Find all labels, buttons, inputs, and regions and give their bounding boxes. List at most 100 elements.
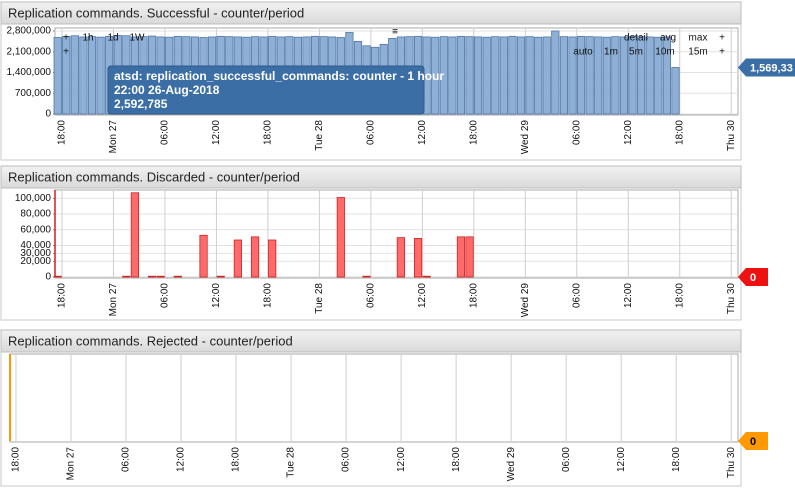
bar [637, 36, 646, 115]
x-tick-label: Thu 30 [726, 283, 737, 315]
toolbar-button[interactable]: 15m [688, 47, 707, 58]
x-tick-label: 18:00 [263, 120, 274, 145]
value-badge [738, 268, 768, 286]
toolbar-button[interactable]: + [719, 33, 725, 44]
bar [173, 275, 182, 278]
x-tick-label: 06:00 [366, 283, 377, 308]
x-tick-label: 12:00 [616, 447, 627, 472]
toolbar-button[interactable]: ≡ [392, 27, 398, 38]
bar [448, 36, 457, 115]
toolbar-button[interactable]: + [719, 47, 725, 58]
bar [362, 275, 371, 278]
y-tick-label: 100,000 [15, 193, 52, 204]
bar [525, 36, 534, 115]
bar [62, 35, 71, 115]
x-tick-label: Wed 29 [520, 120, 531, 155]
bar [216, 275, 225, 278]
x-tick-label: Wed 29 [520, 283, 531, 318]
x-tick-label: 06:00 [366, 120, 377, 145]
value-badge [738, 432, 768, 450]
y-tick-label: 30,000 [20, 248, 51, 259]
toolbar-button[interactable]: max [689, 33, 708, 44]
badge-label: 0 [750, 272, 756, 284]
bar [602, 36, 611, 115]
bar [645, 36, 654, 115]
bar [619, 36, 629, 115]
bar [396, 237, 405, 278]
y-tick-label: 80,000 [20, 209, 51, 220]
bar [79, 36, 88, 115]
toolbar-button[interactable]: + [63, 47, 69, 58]
x-tick-label: 06:00 [160, 120, 171, 145]
x-tick-label: 18:00 [468, 283, 479, 308]
bar [482, 36, 491, 115]
bar [465, 36, 474, 115]
bar [491, 36, 500, 115]
panel-header [0, 1, 742, 25]
bar [53, 37, 62, 115]
panel-header [0, 329, 742, 353]
toolbar-button[interactable]: 1h [82, 33, 93, 44]
bar [551, 30, 560, 115]
x-tick-label: 12:00 [176, 447, 187, 472]
bar [542, 36, 551, 115]
bar [534, 36, 543, 115]
tooltip-line: atsd: replication_successful_commands: c… [114, 69, 444, 83]
bar [628, 35, 637, 115]
panel-title: Replication commands. Successful - count… [8, 5, 304, 20]
y-tick-label: 700,000 [15, 88, 52, 99]
bar [474, 36, 483, 115]
panel-title: Replication commands. Discarded - counte… [8, 169, 300, 184]
bar [199, 234, 208, 278]
bar [671, 67, 680, 115]
x-tick-label: 18:00 [263, 283, 274, 308]
x-tick-label: 06:00 [571, 283, 582, 308]
y-tick-label: 1,400,000 [7, 67, 52, 78]
toolbar-button[interactable]: + [63, 33, 69, 44]
x-tick-label: 12:00 [396, 447, 407, 472]
y-tick-label: 40,000 [20, 240, 51, 251]
toolbar-button[interactable]: auto [573, 47, 593, 58]
bar [70, 35, 79, 115]
y-tick-label: 0 [45, 272, 51, 283]
x-tick-label: 12:00 [417, 120, 428, 145]
panel-title: Replication commands. Rejected - counter… [8, 333, 293, 348]
bar [156, 275, 165, 278]
x-tick-label: 06:00 [121, 447, 132, 472]
x-tick-label: Tue 28 [314, 120, 325, 151]
panel-header [0, 165, 742, 189]
bar [465, 236, 474, 278]
bar [130, 192, 140, 278]
bar [611, 36, 620, 115]
bar [508, 35, 517, 115]
toolbar-button[interactable]: 10m [655, 47, 674, 58]
bar [431, 36, 440, 115]
toolbar-button[interactable]: 1d [107, 33, 118, 44]
bar [654, 36, 663, 115]
badge-label: 1,569,33 [750, 62, 793, 74]
bar [268, 239, 277, 278]
bar [568, 36, 577, 115]
bar [456, 236, 466, 278]
toolbar-button[interactable]: 1m [604, 47, 618, 58]
bar [336, 197, 345, 278]
x-tick-label: Mon 27 [108, 120, 119, 154]
toolbar-button[interactable]: avg [660, 33, 676, 44]
toolbar-button[interactable]: detail [624, 33, 648, 44]
bar [53, 275, 62, 278]
x-tick-label: 12:00 [623, 120, 634, 145]
bar [87, 36, 97, 115]
plot-area [54, 189, 739, 279]
x-tick-label: 12:00 [417, 283, 428, 308]
x-tick-label: 12:00 [211, 120, 222, 145]
x-tick-label: Tue 28 [314, 283, 325, 314]
bar [96, 36, 105, 115]
x-tick-label: Thu 30 [726, 447, 737, 479]
toolbar-button[interactable]: 1W [130, 33, 146, 44]
x-tick-label: 18:00 [674, 120, 685, 145]
x-tick-label: Tue 28 [286, 447, 297, 478]
x-tick-label: Thu 30 [726, 120, 737, 152]
y-tick-label: 20,000 [20, 256, 51, 267]
toolbar-button[interactable]: 5m [629, 47, 643, 58]
